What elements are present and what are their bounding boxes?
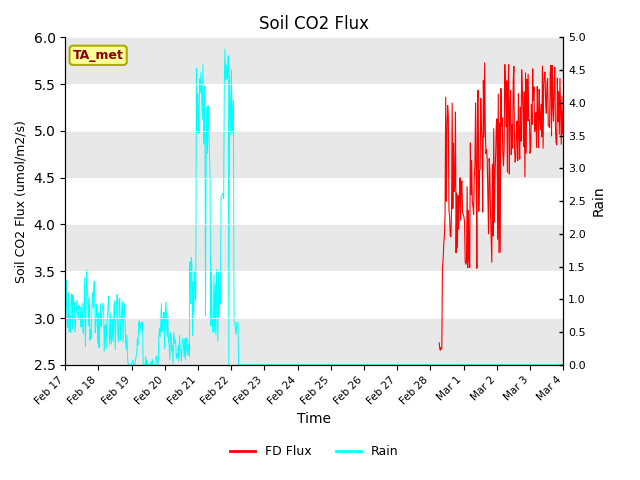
Bar <box>65 131 563 178</box>
Bar <box>65 225 563 271</box>
X-axis label: Time: Time <box>297 412 332 426</box>
Bar <box>65 318 563 365</box>
Y-axis label: Rain: Rain <box>591 186 605 216</box>
Text: TA_met: TA_met <box>73 49 124 62</box>
Legend: FD Flux, Rain: FD Flux, Rain <box>225 440 404 463</box>
Bar <box>65 37 563 84</box>
Title: Soil CO2 Flux: Soil CO2 Flux <box>259 15 369 33</box>
Y-axis label: Soil CO2 Flux (umol/m2/s): Soil CO2 Flux (umol/m2/s) <box>15 120 28 283</box>
